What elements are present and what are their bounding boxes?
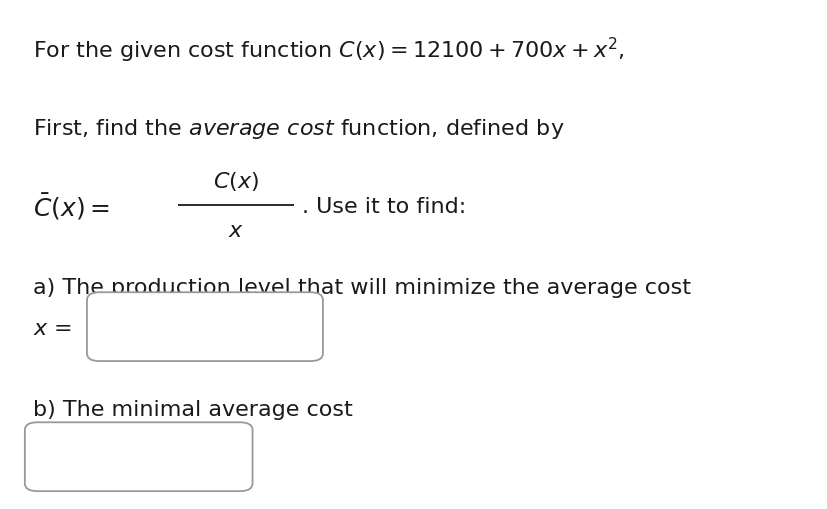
Text: First, find the $\mathit{average\ cost}$ function, defined by: First, find the $\mathit{average\ cost}$… (33, 117, 564, 141)
FancyBboxPatch shape (87, 293, 323, 361)
Text: $\bar{C}(x) =$: $\bar{C}(x) =$ (33, 191, 110, 221)
Text: $: $ (33, 440, 47, 461)
Text: For the given cost function $C(x) = 12100 + 700x + x^2$,: For the given cost function $C(x) = 1210… (33, 36, 624, 65)
Text: a) The production level that will minimize the average cost: a) The production level that will minimi… (33, 277, 691, 297)
Text: $C(x)$: $C(x)$ (213, 169, 259, 192)
Text: . Use it to find:: . Use it to find: (302, 196, 466, 216)
Text: $x$: $x$ (227, 220, 244, 240)
Text: b) The minimal average cost: b) The minimal average cost (33, 400, 352, 419)
Text: $x$ =: $x$ = (33, 318, 72, 338)
FancyBboxPatch shape (25, 422, 252, 491)
